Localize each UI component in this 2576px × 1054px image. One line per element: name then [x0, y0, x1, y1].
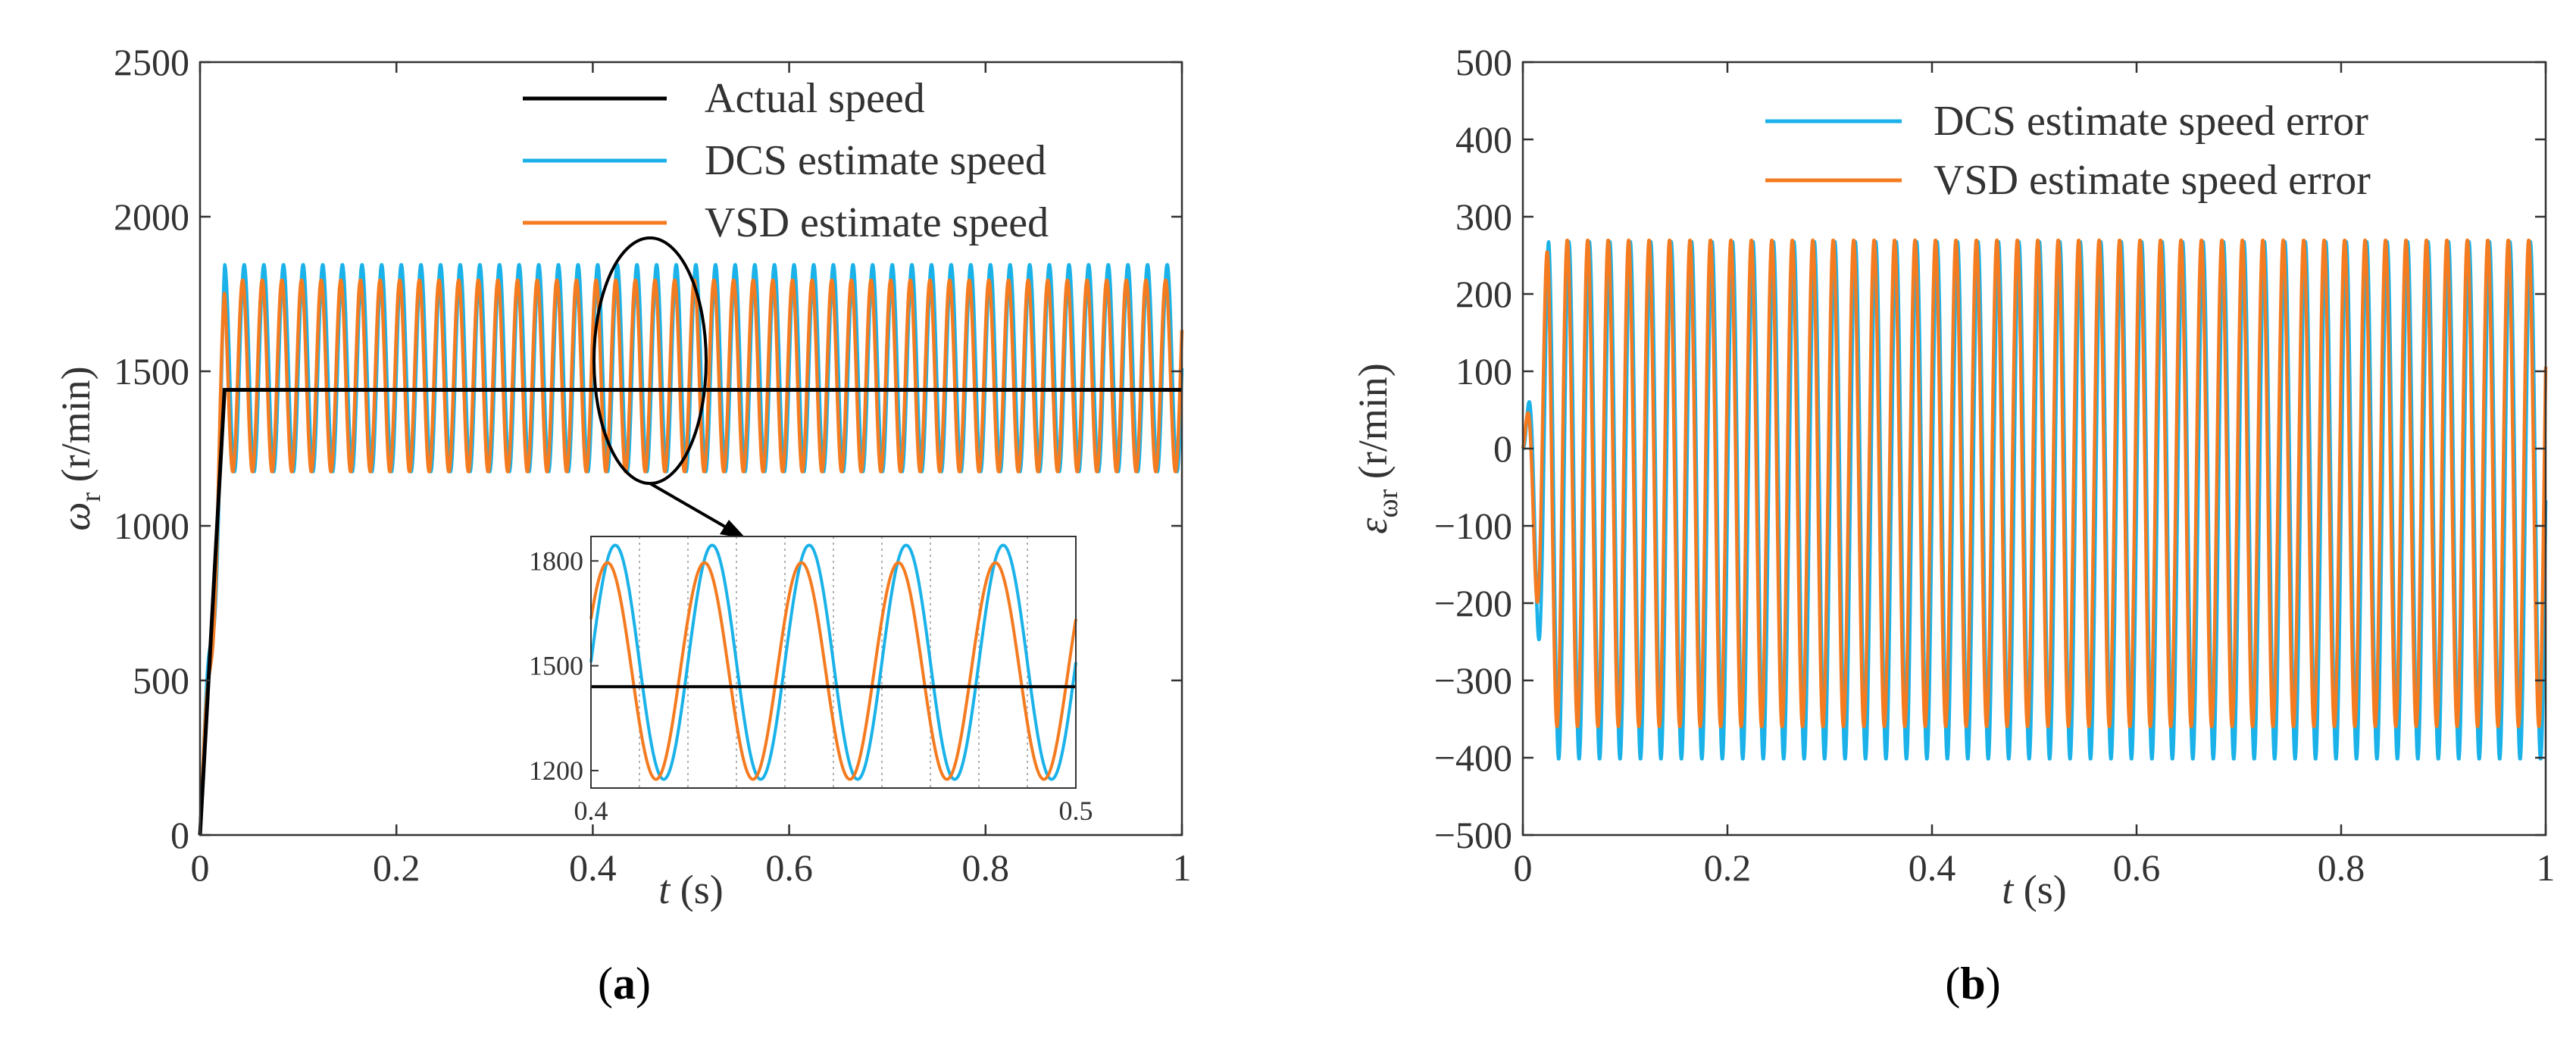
chart-a-legend: Actual speed DCS estimate speed VSD esti…	[523, 75, 1049, 246]
y-tick-label: 2500	[114, 41, 189, 83]
y-tick-label: −200	[1434, 582, 1512, 624]
y-tick-label: −400	[1434, 737, 1512, 779]
y-tick-label: −500	[1434, 814, 1512, 856]
y-tick-label: 200	[1455, 273, 1512, 315]
zoom-arrow	[649, 482, 730, 530]
x-tick-label: 0.8	[2318, 846, 2365, 889]
chart-a-line-actual	[198, 387, 1182, 836]
inset-ticks: 1200 1500 1800 0.4 0.5	[529, 546, 1093, 826]
x-tick-label: 0.4	[1909, 846, 1956, 889]
y-tick-label: 0	[1493, 427, 1512, 470]
y-tick-label: 300	[1455, 195, 1512, 238]
inset-x-tick-label: 0.5	[1059, 796, 1093, 826]
legend-a-actual: Actual speed	[705, 75, 925, 122]
y-tick-label: −100	[1434, 505, 1512, 547]
chart-a: 0 0.2 0.4 0.6 0.8 1 0 500 1000 1500 2000 2500 Actua…	[53, 41, 1192, 1009]
chart-a-line-2	[198, 278, 1184, 836]
chart-b-ylabel: εωr (r/min)	[1350, 363, 1404, 533]
x-tick-label: 0	[191, 846, 210, 889]
y-tick-label: 2000	[114, 195, 189, 238]
inset-line-1	[589, 543, 1077, 781]
inset-x-tick-label: 0.4	[574, 796, 608, 826]
chart-a-series	[198, 263, 1184, 836]
legend-b-vsd: VSD estimate speed error	[1934, 157, 2371, 204]
chart-a-ticks: 0 0.2 0.4 0.6 0.8 1 0 500 1000 1500 2000 2500	[114, 41, 1192, 889]
y-tick-label: 0	[170, 814, 189, 856]
inset-series	[589, 536, 1077, 788]
inset-line-2	[589, 561, 1077, 781]
x-tick-label: 1	[1173, 846, 1192, 889]
panel-label-a: (a)	[598, 959, 651, 1009]
x-tick-label: 0.2	[373, 846, 420, 889]
y-tick-label: 500	[133, 659, 189, 702]
chart-b-ticks: 0 0.2 0.4 0.6 0.8 1 −500 −400 −300 −200 −100 0 100 20…	[1434, 41, 2556, 889]
inset-frame	[590, 536, 1077, 789]
legend-a-dcs: DCS estimate speed	[705, 137, 1046, 184]
inset-y-tick-label: 1500	[529, 651, 583, 681]
x-tick-label: 0.6	[765, 846, 813, 889]
chart-b-series	[1521, 238, 2548, 761]
x-tick-label: 1	[2537, 846, 2556, 889]
x-tick-label: 0.6	[2113, 846, 2161, 889]
chart-b-xlabel: t (s)	[2002, 867, 2067, 912]
y-tick-label: 1500	[114, 350, 189, 393]
y-tick-label: −300	[1434, 659, 1512, 702]
chart-a-xlabel: t (s)	[658, 867, 724, 912]
y-tick-label: 100	[1455, 350, 1512, 393]
panel-label-b: (b)	[1945, 959, 2000, 1009]
chart-b-legend: DCS estimate speed error VSD estimate sp…	[1743, 83, 2508, 212]
inset-chart: 1200 1500 1800 0.4 0.5	[529, 536, 1093, 826]
zoom-arrowhead	[720, 520, 746, 539]
x-tick-label: 0.8	[962, 846, 1010, 889]
y-tick-label: 1000	[114, 505, 189, 547]
legend-a-vsd: VSD estimate speed	[705, 199, 1049, 246]
legend-b-background	[1743, 83, 2508, 212]
inset-y-tick-label: 1800	[529, 546, 583, 576]
chart-a-ylabel: ωr (r/min)	[53, 366, 107, 530]
y-tick-label: 500	[1455, 41, 1512, 83]
inset-y-tick-label: 1200	[529, 755, 583, 786]
y-tick-label: 400	[1455, 118, 1512, 161]
chart-b: 0 0.2 0.4 0.6 0.8 1 −500 −400 −300 −200 −100 0 100 20…	[1350, 41, 2556, 1009]
x-tick-label: 0	[1514, 846, 1533, 889]
chart-b-line-1	[1521, 238, 2548, 728]
legend-b-dcs: DCS estimate speed error	[1934, 98, 2368, 145]
chart-a-frame	[199, 61, 1183, 837]
x-tick-label: 0.2	[1704, 846, 1752, 889]
x-tick-label: 0.4	[569, 846, 617, 889]
